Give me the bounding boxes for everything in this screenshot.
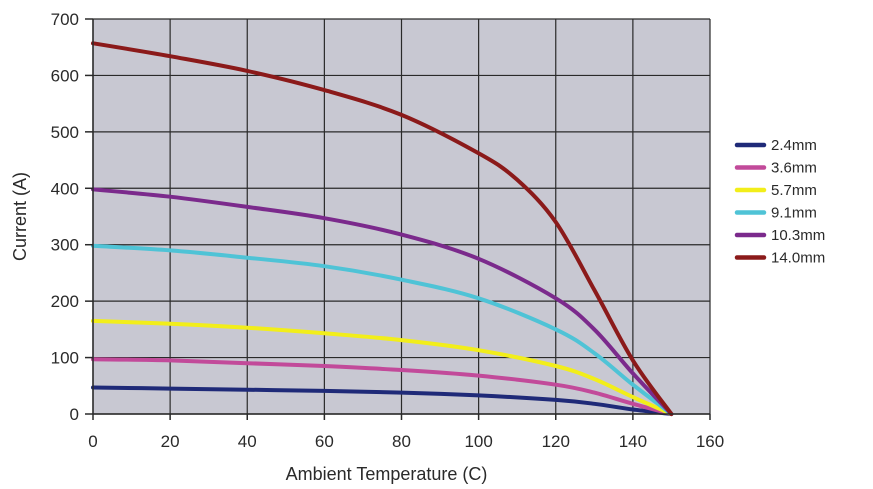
legend-label: 10.3mm — [771, 227, 825, 244]
x-tick-label: 60 — [315, 432, 334, 451]
x-tick-label: 40 — [238, 432, 257, 451]
x-tick-label: 120 — [542, 432, 570, 451]
y-tick-label: 300 — [51, 236, 79, 255]
y-tick-label: 0 — [70, 405, 79, 424]
legend-label: 5.7mm — [771, 182, 817, 199]
series-line-9-1mm — [91, 243, 674, 416]
legend-label: 14.0mm — [771, 250, 825, 267]
legend-label: 9.1mm — [771, 205, 817, 222]
x-tick-label: 80 — [392, 432, 411, 451]
y-tick-label: 600 — [51, 66, 79, 85]
x-tick-label: 160 — [696, 432, 724, 451]
y-tick-label: 100 — [51, 349, 79, 368]
legend-label: 3.6mm — [771, 160, 817, 177]
series-line-3-6mm — [91, 357, 674, 416]
series-line-10-3mm — [91, 187, 674, 416]
x-tick-label: 0 — [88, 432, 97, 451]
series-line-5-7mm — [91, 318, 674, 416]
y-axis-title: Current (A) — [10, 172, 30, 261]
series-line-14-0mm — [91, 41, 674, 416]
series-line-2-4mm — [91, 385, 674, 416]
x-tick-label: 20 — [161, 432, 180, 451]
tick-labels: 0 20 40 60 80 100 120 140 160 0 100 200 300 400 500 600… — [51, 10, 725, 451]
legend: 2.4mm 3.6mm 5.7mm 9.1mm 10.3mm 14.0mm — [734, 137, 825, 267]
axes — [85, 18, 711, 420]
x-tick-label: 140 — [619, 432, 647, 451]
y-tick-label: 500 — [51, 123, 79, 142]
x-tick-label: 100 — [464, 432, 492, 451]
legend-label: 2.4mm — [771, 137, 817, 154]
y-tick-label: 400 — [51, 179, 79, 198]
x-axis-title: Ambient Temperature (C) — [286, 464, 488, 484]
y-tick-label: 700 — [51, 10, 79, 29]
series-layer — [91, 41, 674, 416]
y-tick-label: 200 — [51, 292, 79, 311]
